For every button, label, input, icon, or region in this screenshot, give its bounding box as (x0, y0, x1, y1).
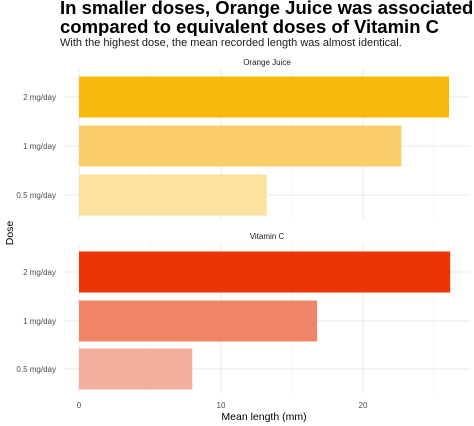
bar-vitamin-c-2-mg-day (79, 251, 451, 293)
y-tick-label: 2 mg/day (23, 93, 56, 102)
facet-label-vitamin-c: Vitamin C (250, 232, 285, 241)
y-tick-label: 2 mg/day (23, 268, 56, 277)
bar-orange-juice-1-mg-day (79, 125, 402, 167)
x-axis-title: Mean length (mm) (221, 411, 306, 423)
x-tick-label: 0 (77, 401, 82, 410)
chart-title: In smaller doses, Orange Juice was assoc… (60, 0, 474, 36)
y-tick-label: 1 mg/day (23, 317, 56, 326)
bar-orange-juice-0.5-mg-day (79, 174, 267, 216)
y-tick-label: 0.5 mg/day (16, 191, 56, 200)
bar-vitamin-c-0.5-mg-day (79, 348, 193, 390)
chart-subtitle: With the highest dose, the mean recorded… (60, 37, 402, 49)
y-tick-label: 1 mg/day (23, 142, 56, 151)
x-tick-label: 20 (359, 401, 368, 410)
x-tick-label: 10 (217, 401, 226, 410)
bar-orange-juice-2-mg-day (79, 76, 450, 118)
y-tick-label: 0.5 mg/day (16, 365, 56, 374)
chart-title-line-1: In smaller doses, Orange Juice was assoc… (60, 0, 474, 18)
y-axis-title: Dose (4, 221, 16, 246)
facet-label-orange-juice: Orange Juice (243, 58, 291, 67)
bar-vitamin-c-1-mg-day (79, 300, 318, 342)
chart-title-line-2: compared to equivalent doses of Vitamin … (60, 16, 439, 36)
